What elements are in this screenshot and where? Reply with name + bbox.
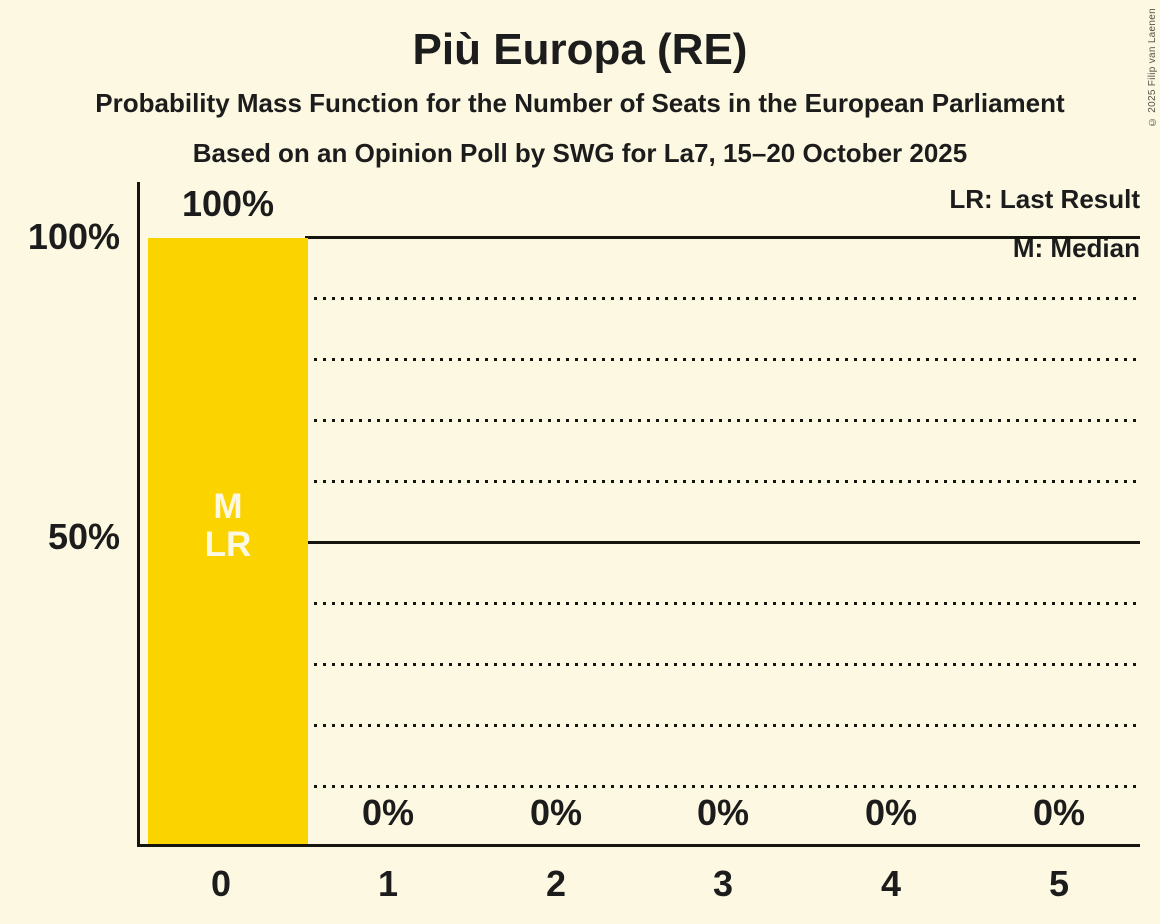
- value-label-seat-5: 0%: [1032, 792, 1086, 833]
- x-tick-label-4: 4: [880, 863, 902, 904]
- gridline-10: [305, 785, 1140, 788]
- legend-last-result: LR: Last Result: [949, 184, 1140, 214]
- gridline-70: [305, 419, 1140, 422]
- gridline-80: [305, 358, 1140, 361]
- poll-info: Based on an Opinion Poll by SWG for La7,…: [192, 138, 968, 168]
- chart-subtitle: Probability Mass Function for the Number…: [95, 88, 1065, 118]
- last-result-marker: LR: [204, 525, 252, 564]
- gridline-100: [305, 236, 1140, 239]
- gridline-50: [305, 541, 1140, 544]
- x-tick-label-3: 3: [712, 863, 734, 904]
- gridline-20: [305, 724, 1140, 727]
- plot-area: M LR 100%: [137, 182, 1140, 847]
- gridline-30: [305, 663, 1140, 666]
- probability-bar-seat-0: M LR: [148, 238, 308, 844]
- value-label-seat-0: 100%: [181, 183, 275, 224]
- gridline-90: [305, 297, 1140, 300]
- chart-title: Più Europa (RE): [412, 25, 748, 74]
- x-tick-label-5: 5: [1048, 863, 1070, 904]
- gridline-40: [305, 602, 1140, 605]
- value-label-seat-1: 0%: [361, 792, 415, 833]
- x-tick-label-1: 1: [377, 863, 399, 904]
- median-marker: M: [213, 487, 243, 526]
- bar-annotations: M LR: [148, 488, 308, 564]
- y-axis-label-100: 100%: [27, 216, 120, 257]
- value-label-seat-4: 0%: [864, 792, 918, 833]
- gridline-60: [305, 480, 1140, 483]
- x-tick-label-2: 2: [545, 863, 567, 904]
- x-tick-label-0: 0: [210, 863, 232, 904]
- copyright-notice: © 2025 Filip van Laenen: [1147, 8, 1158, 128]
- y-axis-label-50: 50%: [47, 516, 120, 557]
- value-label-seat-3: 0%: [696, 792, 750, 833]
- value-label-seat-2: 0%: [529, 792, 583, 833]
